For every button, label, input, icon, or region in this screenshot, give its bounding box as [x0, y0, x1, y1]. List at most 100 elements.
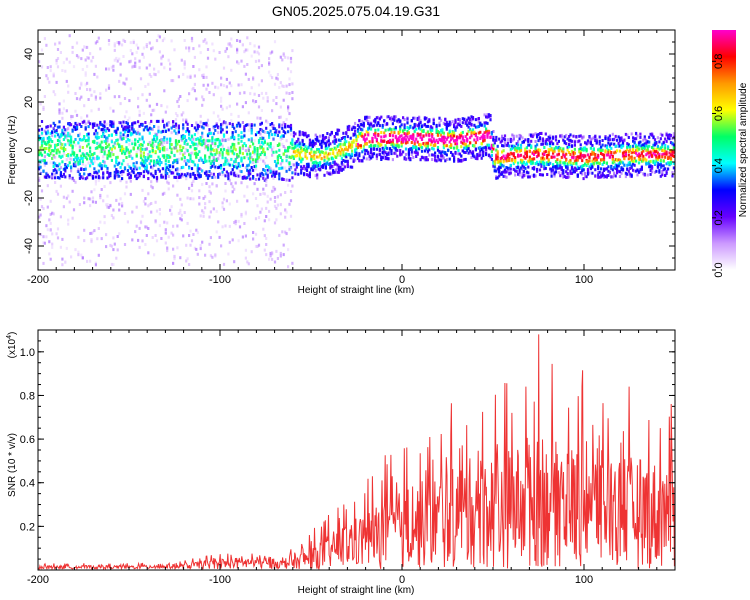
heatmap-cell: [147, 82, 150, 86]
heatmap-cell: [431, 153, 434, 157]
heatmap-cell: [115, 133, 118, 136]
heatmap-cell: [508, 168, 511, 172]
heatmap-cell: [257, 141, 261, 145]
heatmap-cell: [672, 150, 675, 154]
heatmap-cell: [643, 173, 646, 177]
heatmap-cell: [97, 107, 100, 111]
heatmap-cell: [658, 140, 661, 144]
heatmap-cell: [621, 168, 625, 172]
heatmap-cell: [135, 167, 138, 171]
heatmap-cell: [141, 188, 144, 192]
heatmap-cell: [436, 133, 440, 137]
heatmap-cell: [320, 139, 323, 143]
heatmap-cell: [438, 123, 441, 127]
heatmap-cell: [153, 125, 156, 128]
heatmap-cell: [230, 37, 233, 41]
heatmap-cell: [81, 160, 84, 164]
heatmap-cell: [566, 175, 569, 179]
heatmap-cell: [150, 75, 153, 78]
heatmap-cell: [329, 148, 332, 152]
heatmap-cell: [128, 172, 131, 176]
heatmap-cell: [275, 130, 278, 134]
heatmap-cell: [211, 164, 214, 168]
heatmap-cell: [464, 157, 467, 161]
heatmap-cell: [362, 124, 365, 128]
heatmap-cell: [250, 156, 253, 159]
heatmap-cell: [132, 121, 135, 125]
heatmap-cell: [240, 157, 243, 161]
heatmap-cell: [621, 154, 625, 158]
heatmap-cell: [485, 130, 488, 134]
heatmap-cell: [279, 55, 282, 59]
heatmap-cell: [170, 147, 173, 151]
heatmap-cell: [153, 175, 156, 179]
heatmap-cell: [487, 114, 491, 118]
heatmap-cell: [485, 121, 488, 125]
heatmap-cell: [142, 140, 145, 144]
heatmap-cell: [568, 151, 571, 154]
heatmap-cell: [455, 135, 459, 139]
heatmap-cell: [161, 39, 164, 43]
heatmap-cell: [524, 162, 527, 166]
heatmap-cell: [541, 139, 544, 143]
heatmap-cell: [339, 168, 342, 172]
heatmap-cell: [158, 163, 161, 167]
heatmap-cell: [495, 135, 498, 139]
heatmap-cell: [388, 138, 392, 142]
heatmap-cell: [404, 157, 408, 161]
heatmap-cell: [336, 144, 339, 148]
heatmap-cell: [221, 128, 224, 132]
heatmap-cell: [227, 149, 230, 153]
heatmap-cell: [521, 140, 524, 144]
heatmap-cell: [67, 122, 70, 126]
heatmap-cell: [202, 211, 205, 215]
heatmap-cell: [483, 134, 486, 138]
heatmap-cell: [74, 126, 77, 130]
heatmap-cell: [150, 210, 153, 214]
heatmap-cell: [230, 145, 233, 149]
heatmap-cell: [655, 141, 658, 145]
heatmap-cell: [122, 147, 125, 151]
heatmap-cell: [208, 128, 211, 132]
heatmap-cell: [128, 60, 131, 64]
heatmap-cell: [190, 239, 194, 243]
heatmap-cell: [632, 168, 635, 172]
heatmap-cell: [576, 140, 579, 144]
heatmap-cell: [582, 164, 585, 167]
heatmap-cell: [182, 118, 185, 122]
heatmap-cell: [629, 161, 632, 164]
heatmap-cell: [106, 166, 109, 170]
heatmap-cell: [543, 164, 546, 168]
heatmap-cell: [148, 154, 151, 158]
heatmap-cell: [49, 257, 52, 261]
heatmap-cell: [38, 60, 41, 64]
heatmap-cell: [64, 260, 67, 264]
heatmap-cell: [125, 128, 128, 131]
heatmap-cell: [131, 127, 134, 131]
heatmap-cell: [496, 152, 499, 156]
heatmap-cell: [141, 163, 144, 167]
heatmap-cell: [282, 85, 285, 88]
heatmap-cell: [429, 125, 432, 129]
heatmap-cell: [525, 155, 528, 159]
heatmap-cell: [211, 159, 214, 163]
heatmap-cell: [113, 242, 116, 246]
heatmap-cell: [107, 175, 111, 179]
heatmap-cell: [128, 129, 131, 133]
heatmap-cell: [390, 128, 393, 132]
heatmap-cell: [416, 124, 419, 128]
heatmap-cell: [326, 146, 329, 150]
heatmap-cell: [669, 153, 673, 157]
heatmap-cell: [297, 143, 300, 147]
heatmap-cell: [335, 132, 338, 135]
heatmap-cell: [598, 135, 601, 139]
heatmap-cell: [45, 125, 48, 129]
heatmap-cell: [123, 243, 127, 246]
heatmap-cell: [214, 144, 217, 147]
heatmap-cell: [287, 265, 290, 269]
heatmap-cell: [591, 171, 594, 175]
heatmap-cell: [314, 174, 317, 178]
heatmap-cell: [276, 203, 279, 207]
heatmap-cell: [271, 251, 274, 255]
heatmap-cell: [185, 46, 188, 50]
